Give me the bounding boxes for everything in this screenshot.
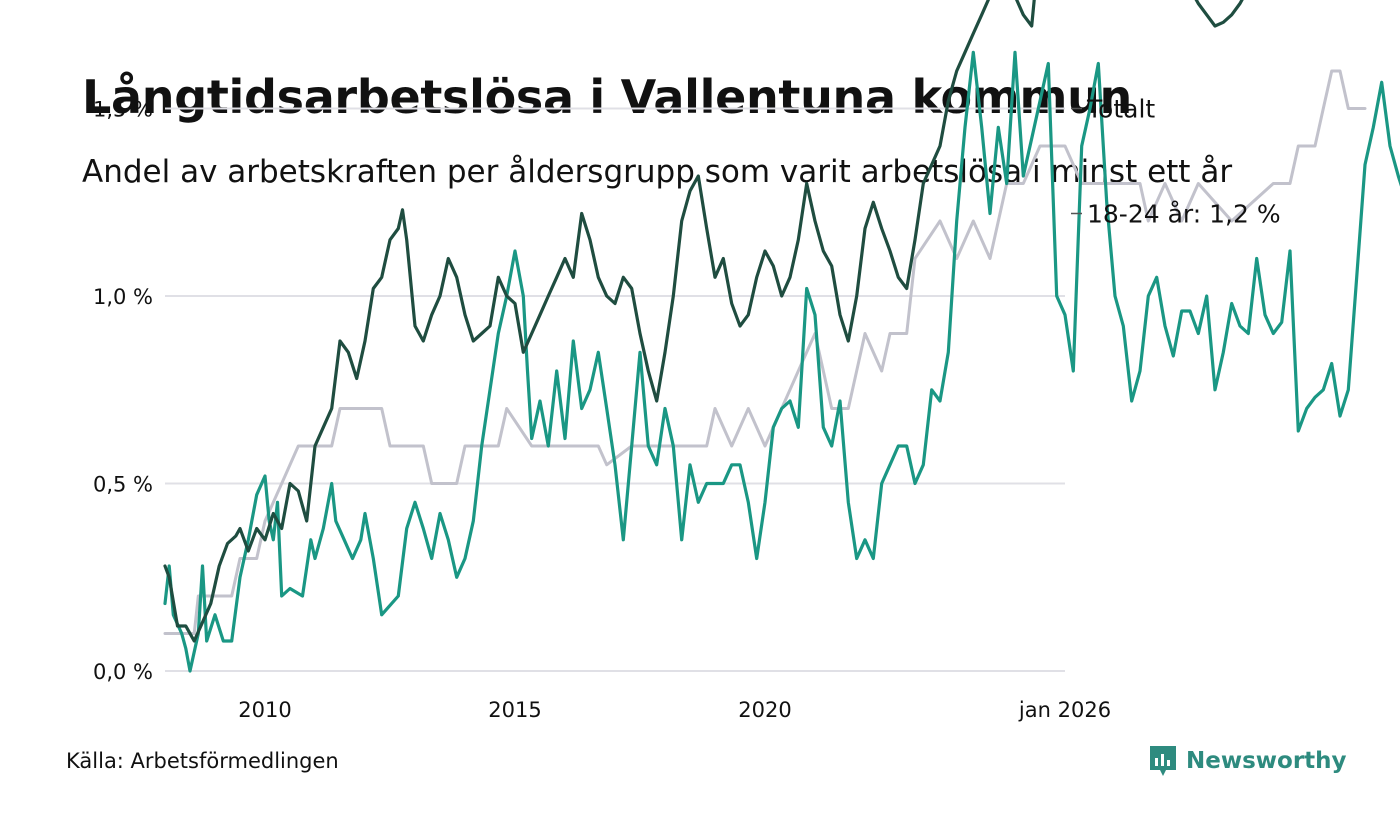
series-line-total bbox=[163, 69, 1367, 635]
x-tick-label: jan 2026 bbox=[1018, 698, 1111, 722]
series-label-total: Totalt bbox=[1086, 95, 1155, 124]
x-tick-label: 2010 bbox=[238, 698, 291, 722]
series-line-age55 bbox=[163, 0, 1244, 643]
source-note: Källa: Arbetsförmedlingen bbox=[66, 749, 339, 773]
chart-subtitle: Andel av arbetskraften per åldersgrupp s… bbox=[82, 154, 1233, 190]
newsworthy-logo-icon bbox=[1150, 746, 1176, 776]
gridlines bbox=[165, 107, 1065, 672]
series-label-age18_24: 18-24 år: 1,2 % bbox=[1087, 200, 1281, 229]
x-tick-label: 2015 bbox=[488, 698, 541, 722]
y-tick-label: 0,0 % bbox=[93, 660, 153, 684]
y-tick-label: 1,0 % bbox=[93, 285, 153, 309]
x-axis-ticks: 2010 2015 2020 jan 2026 bbox=[238, 698, 1111, 722]
y-tick-label: 1,5 % bbox=[93, 98, 153, 122]
series-line-age18_24 bbox=[163, 50, 1400, 673]
y-tick-label: 0,5 % bbox=[93, 473, 153, 497]
y-axis-ticks: 0,0 %0,5 %1,0 %1,5 %2,0 % bbox=[93, 98, 153, 685]
chart-title: Långtidsarbetslösa i Vallentuna kommun bbox=[82, 70, 1132, 124]
series-lines bbox=[163, 0, 1400, 673]
newsworthy-logo[interactable]: Newsworthy bbox=[1148, 744, 1347, 778]
newsworthy-logo-text: Newsworthy bbox=[1186, 748, 1347, 774]
x-tick-label: 2020 bbox=[738, 698, 791, 722]
